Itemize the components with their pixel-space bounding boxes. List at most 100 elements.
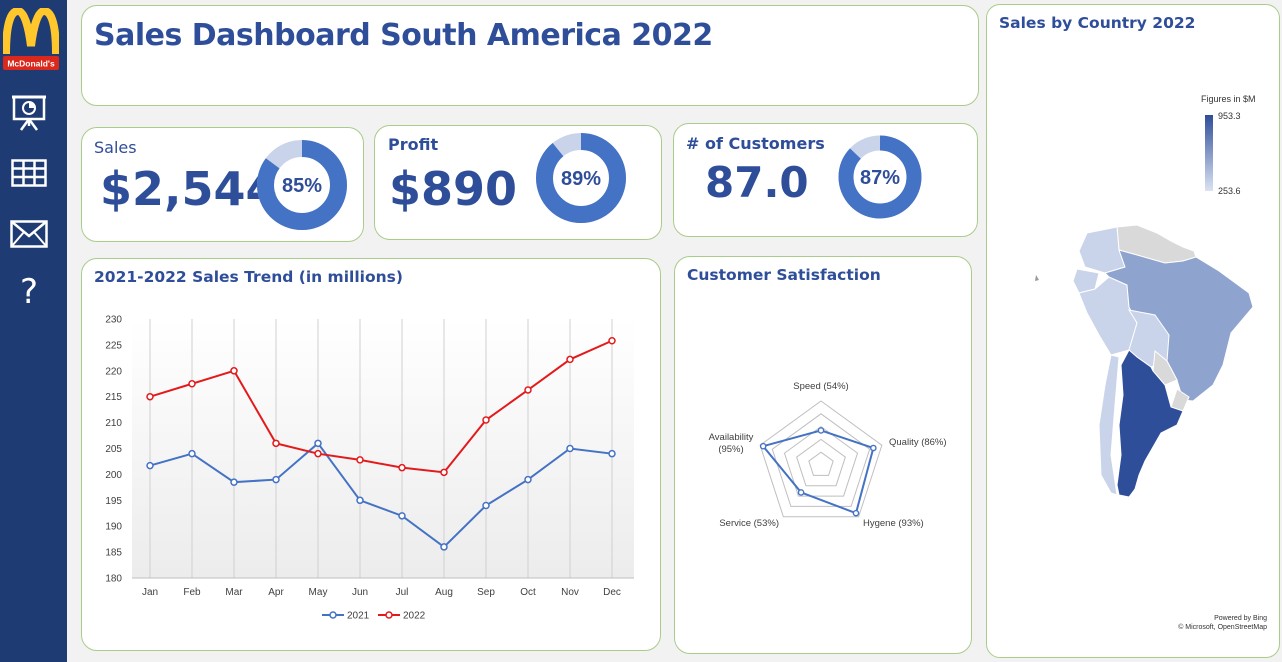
y-tick-label: 200 xyxy=(105,470,122,481)
x-tick-label: May xyxy=(309,587,328,598)
logo-text: McDonald's xyxy=(7,59,55,69)
map-country-brazil xyxy=(1104,249,1254,402)
data-point-2021 xyxy=(188,449,196,458)
legend-label-2021: 2021 xyxy=(347,611,370,622)
data-point-2022 xyxy=(272,439,280,448)
data-point-2021 xyxy=(146,461,154,470)
satisfaction-card: Customer Satisfaction Speed (54%) Quality… xyxy=(674,256,972,654)
radar-axis-label: (95%) xyxy=(718,444,743,455)
sales-label: Sales xyxy=(94,138,137,157)
customers-label: # of Customers xyxy=(686,134,825,153)
data-point-2022 xyxy=(188,380,196,388)
x-tick-label: Feb xyxy=(183,587,201,598)
data-point-2021 xyxy=(314,439,322,448)
map-country-argentina xyxy=(1116,349,1184,498)
x-tick-label: Mar xyxy=(225,587,243,598)
data-point-2021 xyxy=(230,478,238,486)
radar-point xyxy=(817,427,825,434)
y-tick-label: 220 xyxy=(105,366,122,377)
customers-kpi-card: # of Customers 87.0 87% xyxy=(673,123,978,237)
sales-trend-chart: 180 185 190 195 200 205 210 215 220 225 230 Jan Feb M… xyxy=(105,315,634,622)
customers-value: 87.0 xyxy=(705,158,809,207)
data-point-2022 xyxy=(440,468,448,477)
map-country-colombia xyxy=(1078,226,1126,274)
y-tick-label: 190 xyxy=(105,522,122,533)
data-point-2022 xyxy=(398,463,406,472)
legend-marker-2022 xyxy=(385,611,393,619)
sales-trend-title: 2021-2022 Sales Trend (in millions) xyxy=(94,268,403,286)
data-point-2021 xyxy=(398,512,406,520)
x-tick-label: Jul xyxy=(396,587,409,598)
sales-donut: 85% xyxy=(257,140,347,230)
radar-point xyxy=(870,444,877,452)
y-tick-label: 210 xyxy=(105,418,122,429)
customers-donut-arc xyxy=(838,135,922,219)
data-point-2022 xyxy=(230,367,238,375)
y-tick-label: 205 xyxy=(105,444,122,455)
page-title: Sales Dashboard South America 2022 xyxy=(94,18,713,53)
x-tick-label: Jan xyxy=(142,587,158,598)
presentation-icon[interactable] xyxy=(0,92,58,132)
profit-donut-arc xyxy=(536,133,626,223)
data-point-2022 xyxy=(356,456,364,464)
y-tick-label: 180 xyxy=(105,574,122,585)
sales-kpi-card: Sales $2,544 85% xyxy=(81,127,364,242)
data-point-2022 xyxy=(146,392,154,401)
series-line-2021 xyxy=(149,441,613,549)
x-tick-label: Oct xyxy=(520,587,536,598)
x-tick-label: Jun xyxy=(352,587,368,598)
data-point-2021 xyxy=(440,543,448,551)
radar-point xyxy=(759,442,767,450)
data-point-2021 xyxy=(566,444,574,453)
radar-point xyxy=(797,489,805,496)
mail-icon[interactable] xyxy=(0,217,58,251)
data-point-2022 xyxy=(566,355,574,364)
y-tick-label: 215 xyxy=(105,392,122,403)
sidebar: McDonald's ? xyxy=(0,0,67,662)
data-point-2021 xyxy=(272,475,280,484)
help-icon[interactable]: ? xyxy=(19,272,39,312)
data-point-2021 xyxy=(608,449,616,458)
radar-axis-label: Service (53%) xyxy=(719,518,779,529)
legend-label-2022: 2022 xyxy=(403,611,426,622)
x-tick-label: Dec xyxy=(603,587,621,598)
table-grid-icon[interactable] xyxy=(0,156,58,190)
profit-label: Profit xyxy=(388,135,439,154)
y-tick-label: 185 xyxy=(105,548,122,559)
satisfaction-radar-chart: Speed (54%) Quality (86%) Hygene (93%) Serv… xyxy=(709,381,947,529)
map-legend-max: 953.3 xyxy=(1218,111,1241,121)
map-card: Sales by Country 2022 Figures in $M 953.… xyxy=(986,4,1280,658)
radar-point xyxy=(852,509,860,517)
satisfaction-title: Customer Satisfaction xyxy=(687,266,881,284)
map-powered-by: Powered by Bing xyxy=(1214,615,1267,622)
sales-percent: 85% xyxy=(282,175,322,197)
y-tick-label: 230 xyxy=(105,315,122,326)
customers-percent: 87% xyxy=(860,167,900,189)
sales-donut-arc xyxy=(257,140,347,230)
sales-value: $2,544 xyxy=(100,162,278,216)
map-legend-min: 253.6 xyxy=(1218,186,1241,196)
profit-kpi-card: Profit $890 89% xyxy=(374,125,662,240)
x-tick-label: Sep xyxy=(477,587,495,598)
radar-series-line xyxy=(761,429,875,515)
map-country-paraguay xyxy=(1152,350,1178,386)
y-tick-label: 225 xyxy=(105,340,122,351)
radar-grid-ring xyxy=(808,451,834,476)
radar-grid-ring xyxy=(759,400,883,518)
mcdonalds-logo: McDonald's xyxy=(2,6,60,70)
map-title: Sales by Country 2022 xyxy=(999,14,1196,32)
map-attribution-block: Powered by Bing © Microsoft, OpenStreetM… xyxy=(1178,614,1267,632)
map-legend-title: Figures in $M xyxy=(1201,94,1256,104)
radar-axis-label: Quality (86%) xyxy=(889,437,947,448)
south-america-map xyxy=(1035,224,1254,498)
data-point-2022 xyxy=(482,416,490,424)
x-tick-label: Nov xyxy=(561,587,579,598)
data-point-2021 xyxy=(482,501,490,510)
data-point-2022 xyxy=(524,386,532,394)
title-card: Sales Dashboard South America 2022 xyxy=(81,5,979,106)
data-point-2022 xyxy=(608,337,616,345)
sales-trend-card: 2021-2022 Sales Trend (in millions) 180 1… xyxy=(81,258,661,651)
profit-percent: 89% xyxy=(561,168,601,190)
x-tick-label: Aug xyxy=(435,587,453,598)
radar-axis-label: Hygene (93%) xyxy=(863,518,924,529)
